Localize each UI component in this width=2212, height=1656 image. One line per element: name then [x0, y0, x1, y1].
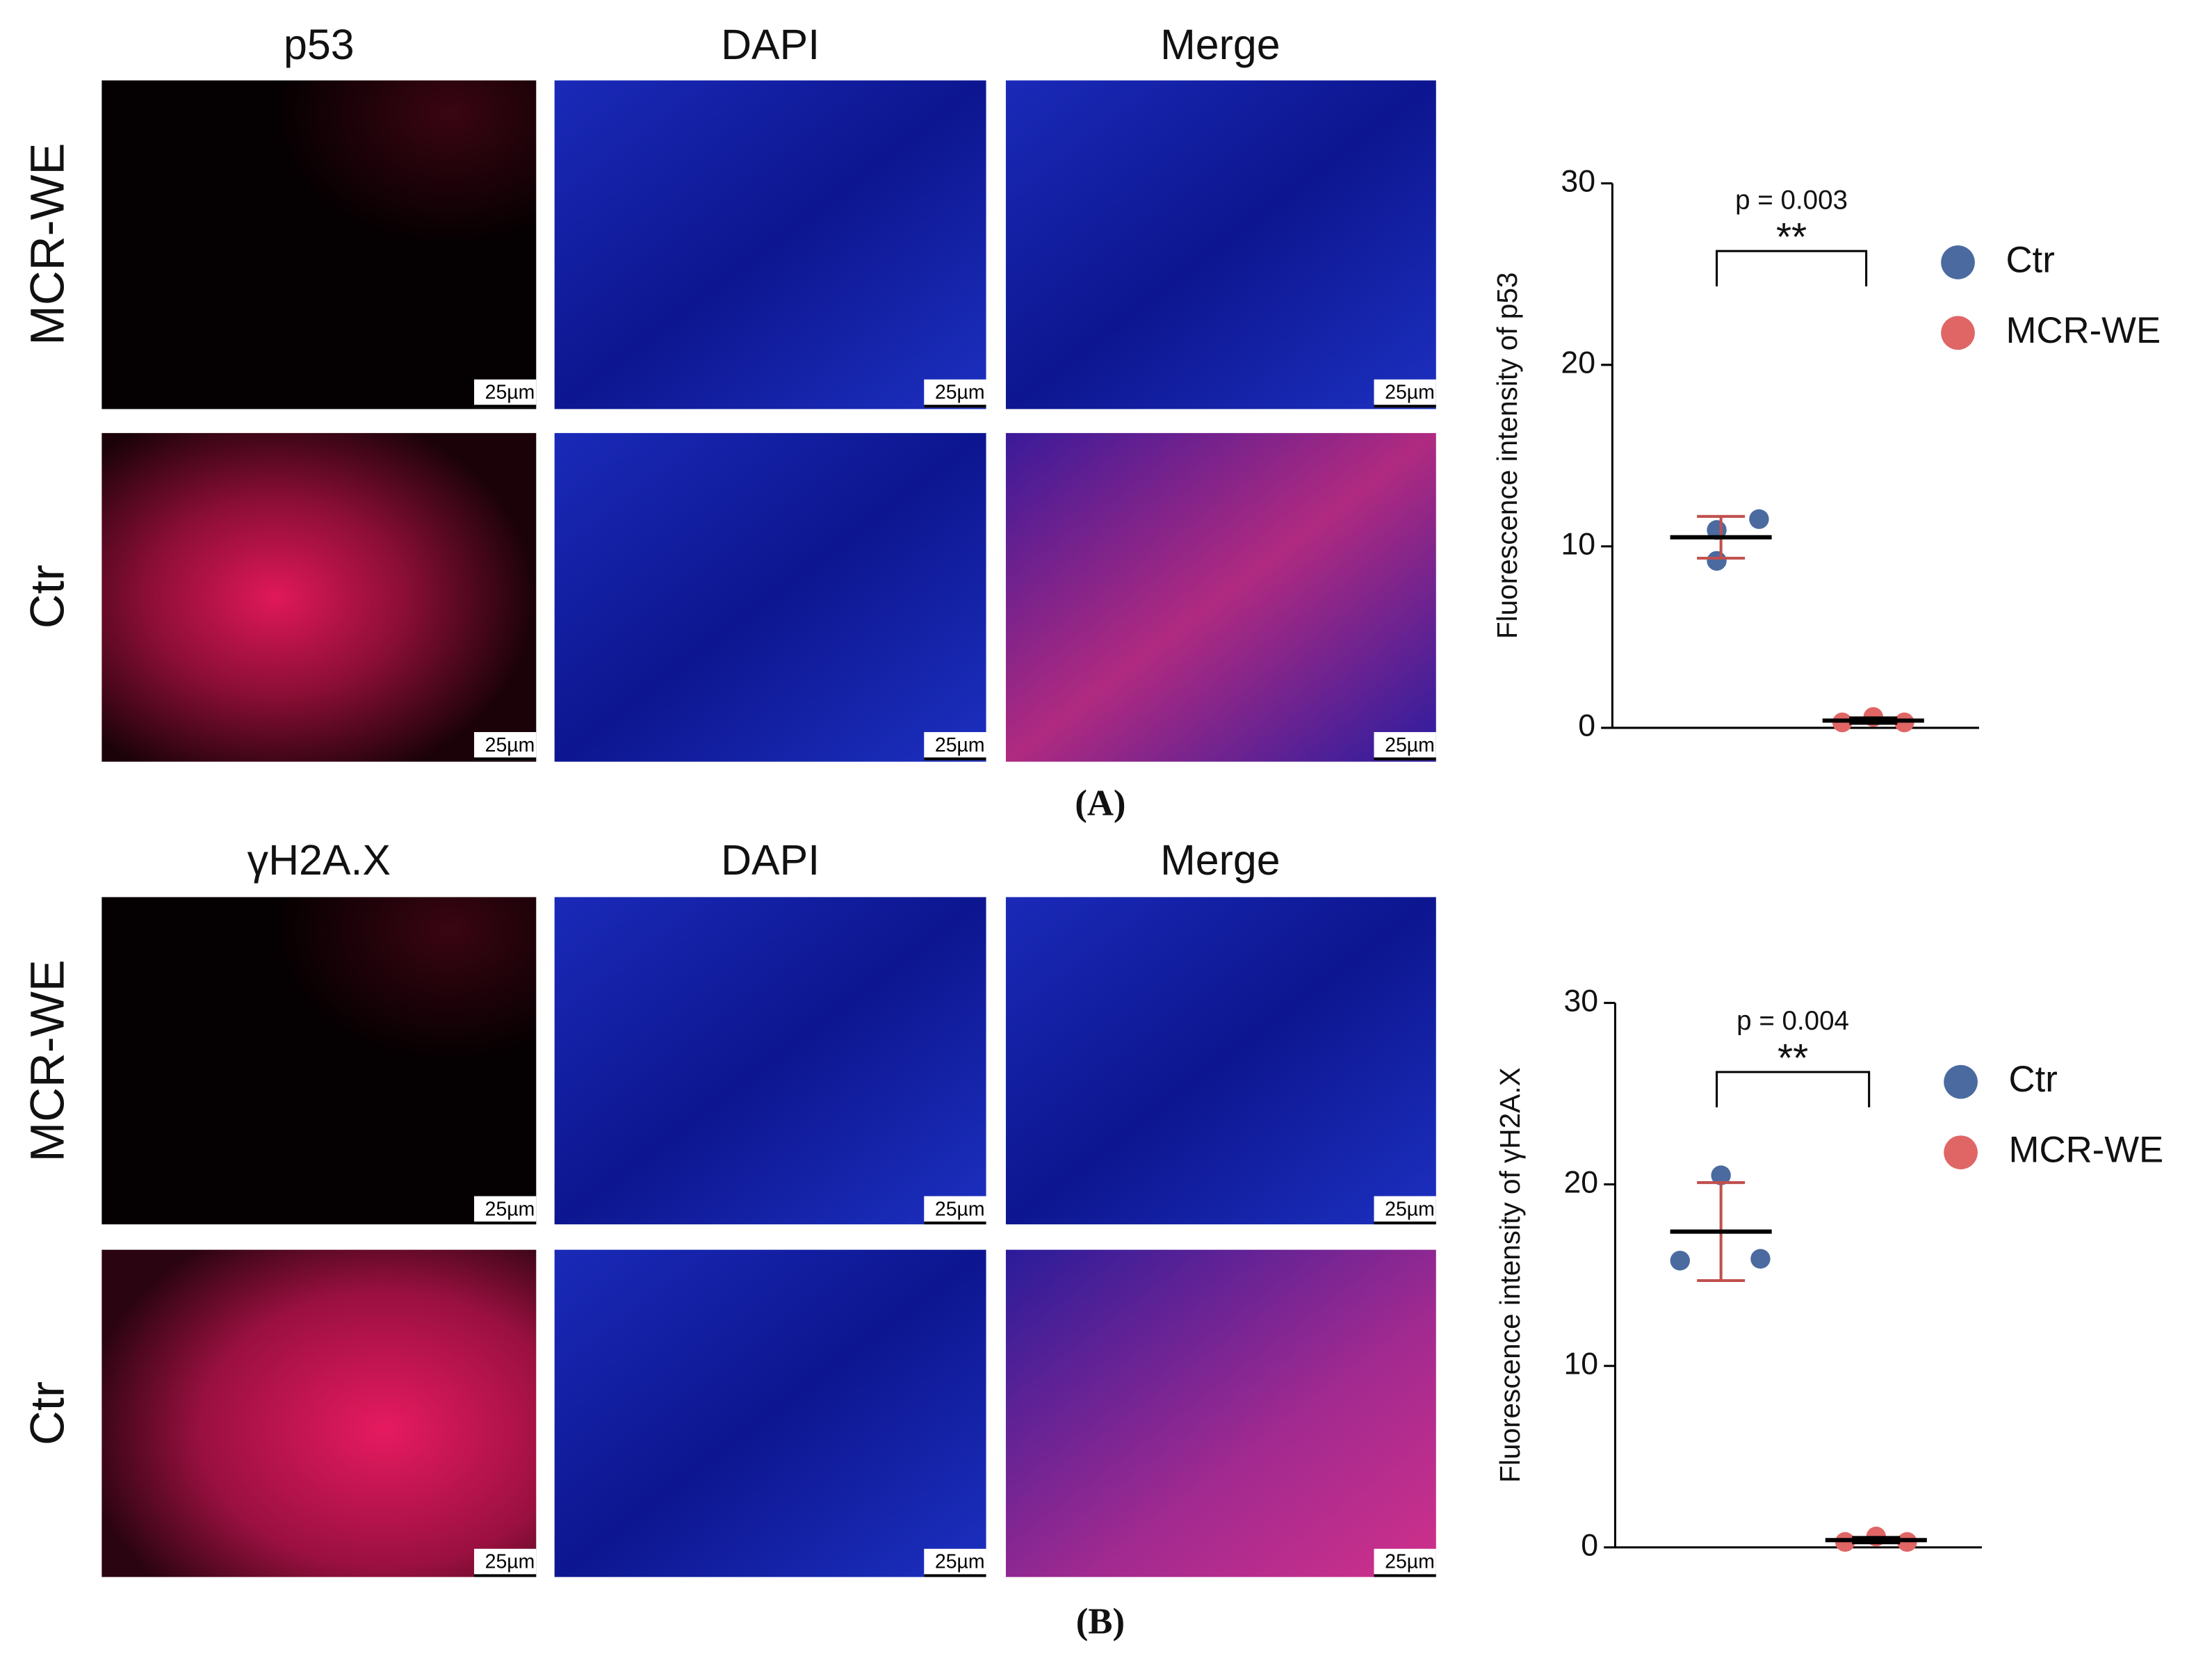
legend-marker — [1944, 1064, 1978, 1099]
data-point — [1711, 1165, 1731, 1185]
scale-bar-label: 25µm — [485, 382, 535, 404]
scale-bar-label: 25µm — [935, 1198, 985, 1220]
p-value: p = 0.003 — [1735, 185, 1848, 215]
y-tick-label: 30 — [1563, 984, 1598, 1018]
panel-label: (B) — [1076, 1601, 1125, 1641]
scale-bar-label: 25µm — [485, 1551, 535, 1573]
image — [1005, 80, 1436, 409]
scale-bar-label: 25µm — [935, 1551, 985, 1573]
data-point — [1707, 551, 1727, 571]
legend-label: Ctr — [2009, 1059, 2058, 1100]
column-header: DAPI — [721, 21, 820, 68]
significance: ** — [1776, 216, 1807, 259]
scale-bar-bg — [924, 379, 986, 408]
scale-bar-label: 25µm — [1385, 1551, 1435, 1573]
legend-label: Ctr — [2006, 239, 2054, 280]
scale-bar-bg — [474, 1548, 537, 1577]
legend-marker — [1944, 1135, 1978, 1170]
legend-marker — [1941, 245, 1975, 279]
scale-bar-label: 25µm — [1385, 1198, 1435, 1220]
scale-bar-bg — [924, 732, 986, 761]
scale-bar-bg — [1374, 379, 1436, 408]
p-value: p = 0.004 — [1737, 1006, 1849, 1036]
scale-bar-bg — [924, 1548, 986, 1577]
significance-bracket — [1716, 250, 1868, 286]
row-label: MCR-WE — [21, 143, 74, 345]
image — [1005, 432, 1436, 762]
image — [1005, 897, 1436, 1225]
scale-bar-label: 25µm — [935, 382, 985, 404]
y-tick-label: 0 — [1581, 1529, 1598, 1563]
y-tick-label: 20 — [1561, 346, 1595, 380]
image — [554, 432, 986, 762]
scale-bar-bg — [1374, 732, 1436, 761]
y-axis-label: Fluorescence intensity of p53 — [1491, 273, 1523, 640]
scale-bar-bg — [1374, 1548, 1436, 1577]
scale-bar-bg — [474, 1196, 537, 1225]
y-tick-label: 10 — [1561, 528, 1595, 562]
column-header: Merge — [1160, 21, 1280, 68]
scale-bar-label: 25µm — [1385, 734, 1435, 756]
data-point — [1749, 509, 1769, 529]
column-header: Merge — [1160, 836, 1280, 884]
image — [1005, 1249, 1436, 1577]
image — [101, 1249, 537, 1577]
scale-bar-bg — [474, 379, 537, 408]
data-point — [1750, 1249, 1771, 1269]
scale-bar-label: 25µm — [485, 1198, 535, 1220]
image — [554, 1249, 986, 1577]
column-header: DAPI — [721, 836, 820, 884]
data-point — [1670, 1251, 1690, 1271]
micrographs — [101, 80, 1436, 1577]
y-axis-label: Fluorescence intensity of γH2A.X — [1494, 1067, 1526, 1482]
row-label: MCR-WE — [21, 959, 74, 1162]
legend-marker — [1941, 316, 1975, 350]
image — [101, 897, 537, 1225]
y-tick-label: 30 — [1561, 165, 1595, 199]
y-tick-label: 0 — [1578, 709, 1595, 743]
column-header: p53 — [284, 21, 355, 68]
significance-bracket — [1716, 1071, 1871, 1107]
image — [101, 432, 537, 762]
image — [554, 80, 986, 409]
row-label: Ctr — [21, 1381, 74, 1445]
row-label: Ctr — [21, 565, 74, 628]
scale-bar-bg — [1374, 1196, 1436, 1225]
column-header: γH2A.X — [247, 836, 391, 884]
image — [101, 80, 537, 409]
scale-bar-label: 25µm — [935, 734, 985, 756]
legend-label: MCR-WE — [2009, 1130, 2164, 1171]
scale-bar-label: 25µm — [485, 734, 535, 756]
significance: ** — [1778, 1037, 1808, 1080]
scale-bar-bg — [924, 1196, 986, 1225]
y-tick-label: 20 — [1563, 1165, 1598, 1199]
image — [554, 897, 986, 1225]
y-tick-label: 10 — [1563, 1347, 1598, 1381]
panel-label: (A) — [1075, 784, 1125, 824]
legend-label: MCR-WE — [2006, 310, 2161, 351]
scale-bar-label: 25µm — [1385, 382, 1435, 404]
scale-bar-bg — [474, 732, 537, 761]
